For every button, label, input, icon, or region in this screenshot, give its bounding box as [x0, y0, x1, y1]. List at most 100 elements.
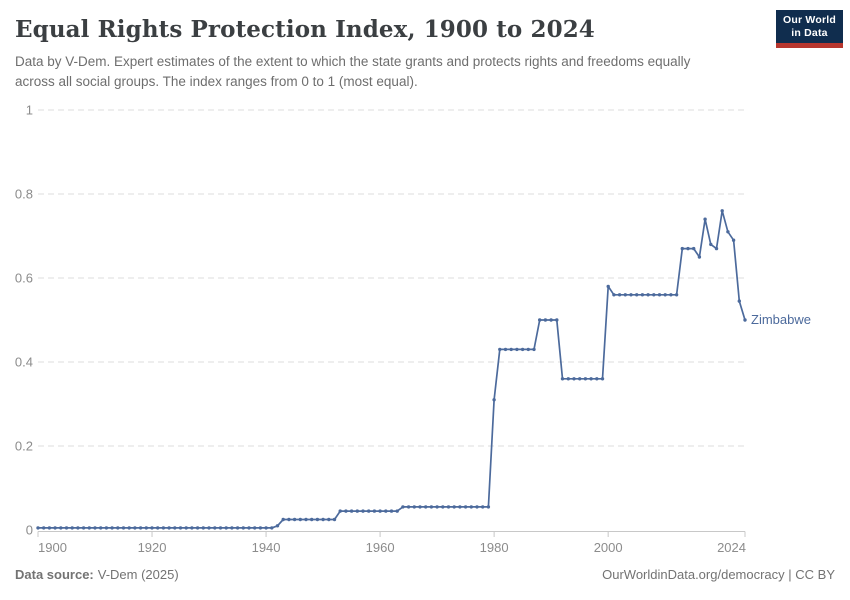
data-point [315, 517, 320, 522]
logo-line-2: in Data [791, 26, 828, 39]
data-point [572, 377, 576, 381]
data-point [207, 526, 211, 530]
data-point [161, 526, 166, 530]
data-point [538, 318, 542, 322]
data-point [59, 526, 63, 530]
data-point [110, 526, 114, 530]
data-point [714, 246, 719, 251]
data-point [674, 293, 679, 297]
data-point [703, 217, 707, 221]
data-point [167, 526, 171, 530]
data-point [475, 505, 479, 509]
data-point [731, 238, 736, 242]
data-point [441, 505, 445, 509]
data-point [190, 526, 194, 530]
data-point [133, 526, 137, 530]
data-point [47, 526, 52, 530]
data-point [230, 526, 234, 530]
x-tick-label-2000: 2000 [594, 540, 623, 555]
data-point [652, 293, 656, 297]
data-point [606, 284, 610, 289]
data-point [555, 318, 559, 322]
data-point [355, 509, 359, 513]
x-tick-label-1980: 1980 [480, 540, 509, 555]
logo-line-1: Our World [783, 14, 836, 26]
data-point [218, 526, 223, 530]
y-tick-label-1: 1 [26, 103, 33, 118]
data-point [93, 526, 97, 530]
footer-data-source: Data source: V-Dem (2025) [15, 567, 179, 582]
data-point [435, 505, 439, 509]
data-point [583, 377, 588, 381]
data-point [327, 517, 331, 522]
x-tick-label-1960: 1960 [366, 540, 395, 555]
data-point [657, 293, 662, 297]
data-point [372, 509, 377, 513]
data-point [686, 246, 690, 251]
y-tick-label-0.4: 0.4 [15, 355, 33, 370]
footer-license-link[interactable]: OurWorldinData.org/democracy | CC BY [602, 567, 835, 582]
series-label-zimbabwe[interactable]: Zimbabwe [751, 312, 811, 327]
chart-subtitle: Data by V-Dem. Expert estimates of the e… [15, 54, 691, 89]
data-point [692, 246, 696, 251]
data-point [281, 517, 285, 522]
data-point [224, 526, 228, 530]
data-point [144, 526, 148, 530]
data-point [526, 347, 530, 352]
data-point [549, 318, 553, 322]
data-point [600, 377, 605, 381]
data-point [36, 526, 40, 530]
data-point [640, 293, 645, 297]
data-point [412, 505, 416, 509]
data-point [560, 377, 565, 381]
data-point [178, 526, 183, 530]
data-point [76, 526, 80, 530]
chart-title: Equal Rights Protection Index, 1900 to 2… [15, 16, 595, 43]
data-point [429, 505, 434, 509]
data-point [543, 318, 548, 322]
data-point [64, 526, 69, 530]
data-point [566, 377, 570, 381]
data-point [709, 242, 713, 247]
data-point [520, 347, 525, 352]
data-point [486, 505, 491, 509]
x-tick-label-1900: 1900 [38, 540, 67, 555]
data-point [395, 509, 399, 513]
data-point [235, 526, 240, 530]
data-point [104, 526, 109, 530]
data-point [138, 526, 143, 530]
data-point [424, 505, 428, 509]
data-point [121, 526, 126, 530]
x-tick-label-1940: 1940 [252, 540, 281, 555]
data-point [646, 293, 650, 297]
data-point [578, 377, 582, 381]
data-point [213, 526, 217, 530]
data-point [401, 505, 405, 509]
owid-logo[interactable]: Our World in Data [776, 10, 843, 48]
y-tick-label-0.8: 0.8 [15, 187, 33, 202]
data-point [503, 347, 508, 352]
data-point [720, 209, 724, 213]
data-point [406, 505, 411, 509]
data-point [258, 526, 263, 530]
data-point [264, 526, 268, 530]
data-point [270, 526, 274, 530]
data-point [53, 526, 57, 530]
y-tick-label-0: 0 [26, 523, 33, 538]
data-point [349, 509, 354, 513]
data-point [332, 517, 337, 522]
data-point [201, 526, 205, 530]
data-point [70, 526, 74, 530]
data-point [156, 526, 160, 530]
data-point [321, 517, 325, 522]
data-point [367, 509, 371, 513]
data-point [595, 377, 599, 381]
data-point [669, 293, 673, 297]
data-point [492, 398, 496, 402]
data-point [344, 509, 348, 513]
data-point [287, 517, 291, 522]
footer-source-value: V-Dem (2025) [97, 567, 179, 582]
data-point [275, 524, 280, 528]
data-point [469, 505, 473, 509]
